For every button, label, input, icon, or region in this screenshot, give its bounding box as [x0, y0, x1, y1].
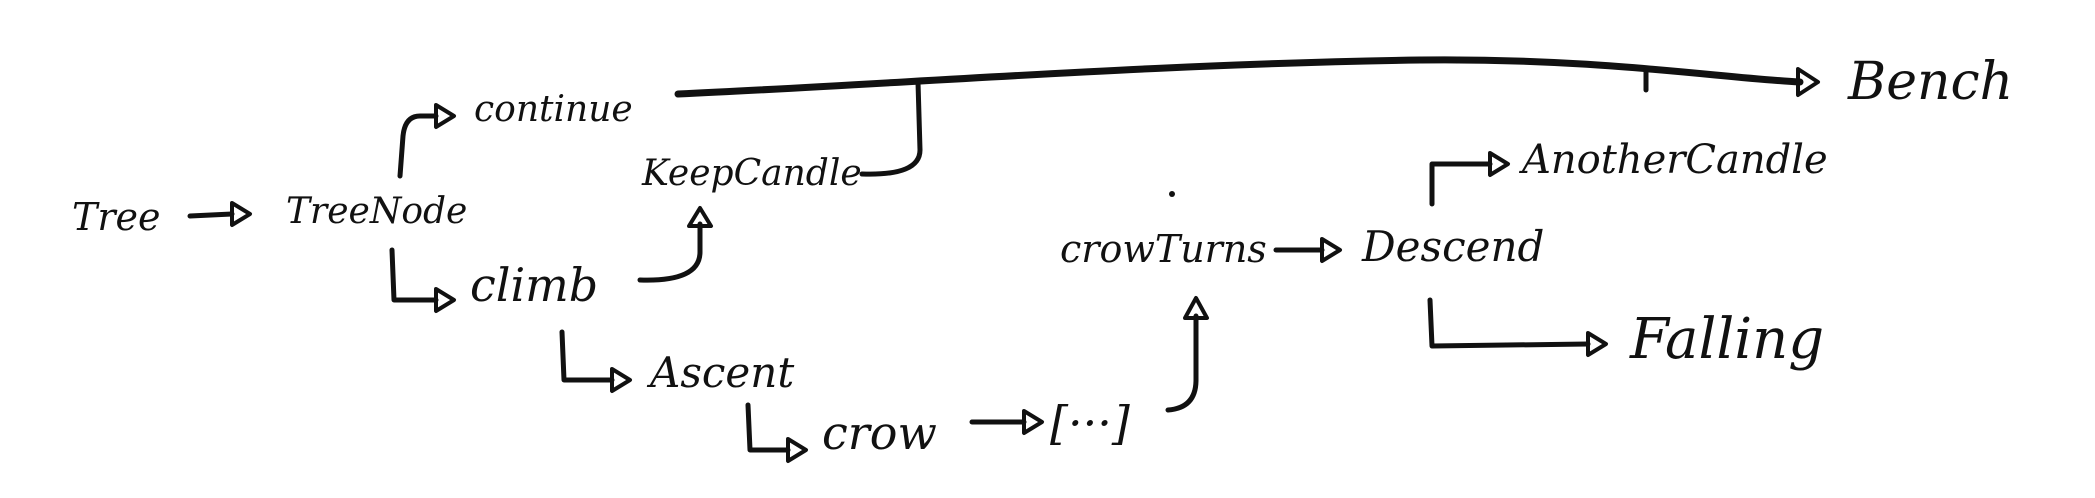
node-climb: climb [470, 258, 599, 312]
node-ascent: Ascent [650, 348, 795, 397]
node-tree-node: TreeNode [286, 191, 468, 232]
node-descend: Descend [1362, 222, 1545, 271]
arrowhead-keepcandle [687, 206, 713, 228]
edge-climb-to-ascent [559, 329, 615, 383]
edge-keepcandle-to-bench [859, 79, 923, 177]
arrowhead-ascent [610, 367, 632, 393]
edge-descend-to-anothercandle [1429, 161, 1493, 207]
node-another-candle: AnotherCandle [1522, 137, 1828, 183]
edge-climb-to-keepcandle [637, 221, 703, 283]
edge-treenode-to-continue [397, 113, 439, 179]
edge-ellipsis-to-crowturns [1165, 313, 1199, 413]
arrowhead-climb [434, 287, 456, 313]
node-crow-turns: crowTurns [1060, 227, 1267, 271]
node-falling: Falling [1630, 307, 1825, 372]
edge-descend-to-falling [1427, 297, 1591, 349]
edge-continue-to-bench [674, 56, 1804, 98]
edge-ascent-to-crow [745, 402, 791, 453]
arrowhead-bench [1796, 67, 1820, 97]
arrowhead-continue [434, 103, 456, 129]
edge-treenode-to-climb [389, 247, 439, 303]
node-continue: continue [474, 89, 633, 130]
node-ellipsis: [···] [1050, 396, 1130, 450]
edge-tree-to-treenode [187, 211, 235, 219]
arrowhead-treenode [230, 201, 252, 227]
arrowhead-crowturns [1183, 296, 1209, 320]
node-keep-candle: KeepCandle [642, 153, 862, 194]
arrowhead-crow [786, 437, 808, 463]
ink-dot [1169, 191, 1175, 197]
arrowhead-descend [1320, 237, 1342, 263]
arrowhead-falling [1586, 331, 1608, 357]
node-bench: Bench [1848, 52, 2014, 112]
arrowhead-ellipsis [1022, 409, 1044, 435]
node-crow: crow [822, 406, 937, 460]
node-tree: Tree [72, 195, 161, 239]
arrowhead-anothercandle [1488, 151, 1510, 177]
